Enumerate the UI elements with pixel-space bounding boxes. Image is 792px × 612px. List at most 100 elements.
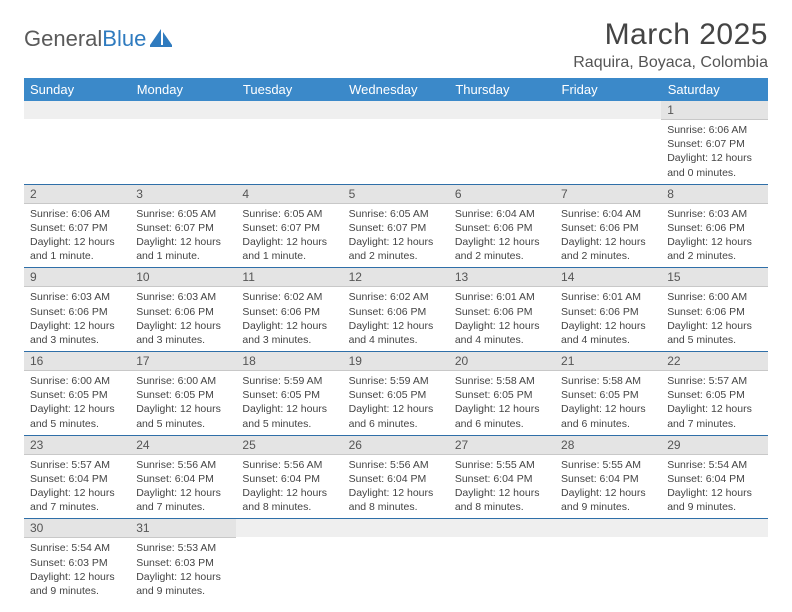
sunset-text: Sunset: 6:06 PM	[561, 305, 655, 319]
day-details: Sunrise: 6:06 AMSunset: 6:07 PMDaylight:…	[24, 204, 130, 268]
month-title: March 2025	[573, 18, 768, 52]
calendar-page: GeneralBlue March 2025 Raquira, Boyaca, …	[0, 0, 792, 602]
day-number: 26	[343, 436, 449, 455]
sunset-text: Sunset: 6:04 PM	[561, 472, 655, 486]
calendar-cell: 31Sunrise: 5:53 AMSunset: 6:03 PMDayligh…	[130, 519, 236, 602]
weekday-header: Sunday	[24, 78, 130, 101]
calendar-cell: 4Sunrise: 6:05 AMSunset: 6:07 PMDaylight…	[236, 184, 342, 268]
daylight-text: Daylight: 12 hours and 7 minutes.	[30, 486, 124, 514]
daylight-text: Daylight: 12 hours and 3 minutes.	[136, 319, 230, 347]
day-details: Sunrise: 5:53 AMSunset: 6:03 PMDaylight:…	[130, 538, 236, 602]
calendar-cell: 25Sunrise: 5:56 AMSunset: 6:04 PMDayligh…	[236, 435, 342, 519]
sunset-text: Sunset: 6:07 PM	[349, 221, 443, 235]
sunrise-text: Sunrise: 6:00 AM	[136, 374, 230, 388]
calendar-cell	[236, 101, 342, 184]
day-details: Sunrise: 6:03 AMSunset: 6:06 PMDaylight:…	[24, 287, 130, 351]
sunrise-text: Sunrise: 6:03 AM	[136, 290, 230, 304]
day-number: 15	[661, 268, 767, 287]
sunrise-text: Sunrise: 6:01 AM	[561, 290, 655, 304]
day-number: 21	[555, 352, 661, 371]
sunrise-text: Sunrise: 6:03 AM	[667, 207, 761, 221]
calendar-cell: 18Sunrise: 5:59 AMSunset: 6:05 PMDayligh…	[236, 352, 342, 436]
calendar-cell: 14Sunrise: 6:01 AMSunset: 6:06 PMDayligh…	[555, 268, 661, 352]
daylight-text: Daylight: 12 hours and 1 minute.	[242, 235, 336, 263]
sunrise-text: Sunrise: 5:53 AM	[136, 541, 230, 555]
sunset-text: Sunset: 6:07 PM	[667, 137, 761, 151]
calendar-week-row: 1Sunrise: 6:06 AMSunset: 6:07 PMDaylight…	[24, 101, 768, 184]
day-details: Sunrise: 5:55 AMSunset: 6:04 PMDaylight:…	[449, 455, 555, 519]
daylight-text: Daylight: 12 hours and 5 minutes.	[136, 402, 230, 430]
day-number: 20	[449, 352, 555, 371]
day-number: 17	[130, 352, 236, 371]
day-details: Sunrise: 6:04 AMSunset: 6:06 PMDaylight:…	[449, 204, 555, 268]
sunrise-text: Sunrise: 5:59 AM	[242, 374, 336, 388]
sunset-text: Sunset: 6:05 PM	[242, 388, 336, 402]
day-details: Sunrise: 5:59 AMSunset: 6:05 PMDaylight:…	[236, 371, 342, 435]
sunrise-text: Sunrise: 6:03 AM	[30, 290, 124, 304]
weekday-header: Thursday	[449, 78, 555, 101]
calendar-cell: 9Sunrise: 6:03 AMSunset: 6:06 PMDaylight…	[24, 268, 130, 352]
calendar-week-row: 9Sunrise: 6:03 AMSunset: 6:06 PMDaylight…	[24, 268, 768, 352]
day-number: 29	[661, 436, 767, 455]
calendar-cell	[236, 519, 342, 602]
sunrise-text: Sunrise: 5:57 AM	[667, 374, 761, 388]
logo-text-blue: Blue	[102, 26, 146, 52]
daylight-text: Daylight: 12 hours and 5 minutes.	[30, 402, 124, 430]
sunset-text: Sunset: 6:06 PM	[667, 305, 761, 319]
day-number: 22	[661, 352, 767, 371]
calendar-cell: 11Sunrise: 6:02 AMSunset: 6:06 PMDayligh…	[236, 268, 342, 352]
calendar-week-row: 2Sunrise: 6:06 AMSunset: 6:07 PMDaylight…	[24, 184, 768, 268]
sunset-text: Sunset: 6:04 PM	[455, 472, 549, 486]
day-details: Sunrise: 6:00 AMSunset: 6:05 PMDaylight:…	[24, 371, 130, 435]
day-details: Sunrise: 5:58 AMSunset: 6:05 PMDaylight:…	[449, 371, 555, 435]
day-number: 6	[449, 185, 555, 204]
daylight-text: Daylight: 12 hours and 2 minutes.	[667, 235, 761, 263]
calendar-cell	[343, 519, 449, 602]
day-number: 23	[24, 436, 130, 455]
calendar-cell: 29Sunrise: 5:54 AMSunset: 6:04 PMDayligh…	[661, 435, 767, 519]
day-number-empty	[24, 101, 130, 119]
calendar-cell: 8Sunrise: 6:03 AMSunset: 6:06 PMDaylight…	[661, 184, 767, 268]
daylight-text: Daylight: 12 hours and 8 minutes.	[242, 486, 336, 514]
sunrise-text: Sunrise: 6:05 AM	[136, 207, 230, 221]
day-number: 19	[343, 352, 449, 371]
day-details: Sunrise: 5:56 AMSunset: 6:04 PMDaylight:…	[236, 455, 342, 519]
sail-icon	[150, 29, 174, 47]
weekday-header-row: Sunday Monday Tuesday Wednesday Thursday…	[24, 78, 768, 101]
calendar-cell: 28Sunrise: 5:55 AMSunset: 6:04 PMDayligh…	[555, 435, 661, 519]
calendar-cell: 21Sunrise: 5:58 AMSunset: 6:05 PMDayligh…	[555, 352, 661, 436]
calendar-cell: 20Sunrise: 5:58 AMSunset: 6:05 PMDayligh…	[449, 352, 555, 436]
daylight-text: Daylight: 12 hours and 6 minutes.	[455, 402, 549, 430]
calendar-week-row: 23Sunrise: 5:57 AMSunset: 6:04 PMDayligh…	[24, 435, 768, 519]
sunrise-text: Sunrise: 6:05 AM	[242, 207, 336, 221]
sunset-text: Sunset: 6:06 PM	[455, 221, 549, 235]
sunset-text: Sunset: 6:04 PM	[136, 472, 230, 486]
sunrise-text: Sunrise: 5:54 AM	[30, 541, 124, 555]
sunrise-text: Sunrise: 6:02 AM	[242, 290, 336, 304]
day-number-empty	[130, 101, 236, 119]
daylight-text: Daylight: 12 hours and 7 minutes.	[136, 486, 230, 514]
calendar-cell: 27Sunrise: 5:55 AMSunset: 6:04 PMDayligh…	[449, 435, 555, 519]
sunrise-text: Sunrise: 5:55 AM	[455, 458, 549, 472]
day-details: Sunrise: 6:05 AMSunset: 6:07 PMDaylight:…	[236, 204, 342, 268]
day-number-empty	[236, 101, 342, 119]
calendar-week-row: 16Sunrise: 6:00 AMSunset: 6:05 PMDayligh…	[24, 352, 768, 436]
weekday-header: Monday	[130, 78, 236, 101]
daylight-text: Daylight: 12 hours and 4 minutes.	[349, 319, 443, 347]
calendar-cell: 2Sunrise: 6:06 AMSunset: 6:07 PMDaylight…	[24, 184, 130, 268]
daylight-text: Daylight: 12 hours and 5 minutes.	[242, 402, 336, 430]
title-block: March 2025 Raquira, Boyaca, Colombia	[573, 18, 768, 72]
calendar-cell: 3Sunrise: 6:05 AMSunset: 6:07 PMDaylight…	[130, 184, 236, 268]
daylight-text: Daylight: 12 hours and 7 minutes.	[667, 402, 761, 430]
day-details: Sunrise: 5:57 AMSunset: 6:05 PMDaylight:…	[661, 371, 767, 435]
sunrise-text: Sunrise: 5:56 AM	[349, 458, 443, 472]
calendar-cell: 7Sunrise: 6:04 AMSunset: 6:06 PMDaylight…	[555, 184, 661, 268]
daylight-text: Daylight: 12 hours and 6 minutes.	[561, 402, 655, 430]
day-number: 13	[449, 268, 555, 287]
daylight-text: Daylight: 12 hours and 4 minutes.	[561, 319, 655, 347]
calendar-table: Sunday Monday Tuesday Wednesday Thursday…	[24, 78, 768, 602]
calendar-cell	[130, 101, 236, 184]
sunrise-text: Sunrise: 6:06 AM	[667, 123, 761, 137]
logo: GeneralBlue	[24, 18, 174, 52]
day-details: Sunrise: 5:55 AMSunset: 6:04 PMDaylight:…	[555, 455, 661, 519]
